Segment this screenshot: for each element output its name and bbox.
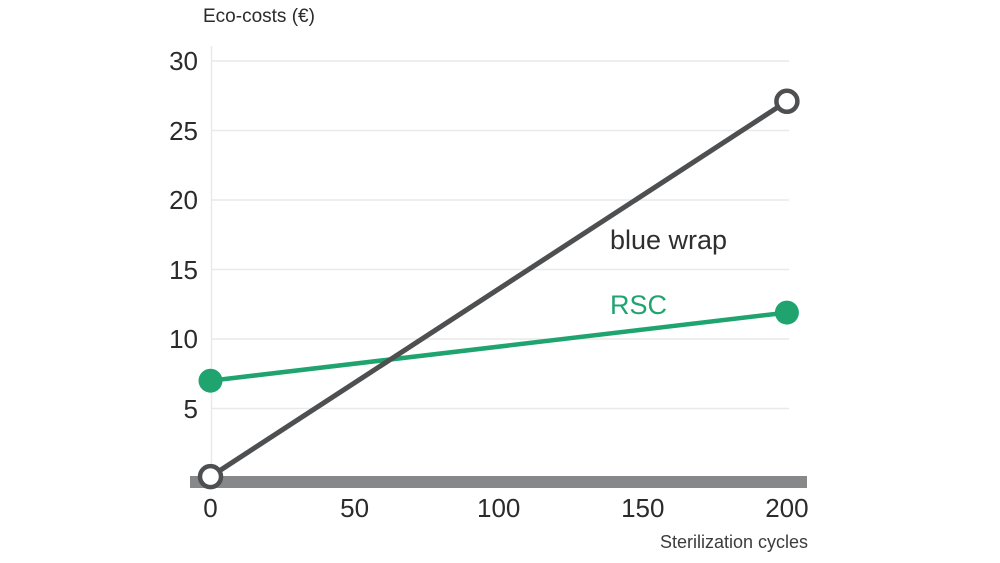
data-point-open-circle: [774, 88, 800, 115]
chart-title: Eco-costs (€): [203, 6, 315, 27]
x-axis-label: Sterilization cycles: [659, 532, 808, 552]
series-line-blue-wrap: [208, 98, 790, 480]
series-label-rsc: RSC: [610, 290, 668, 320]
x-tick-label: 200: [765, 493, 809, 523]
x-axis-bar: [190, 476, 807, 488]
data-point-open-circle: [197, 463, 224, 490]
x-tick-label: 100: [476, 493, 521, 523]
y-tick-label: 10: [169, 324, 198, 354]
y-tick-label: 20: [169, 185, 198, 215]
y-tick-label: 30: [169, 46, 198, 76]
x-tick-label: 150: [621, 493, 665, 523]
y-tick-label: 5: [183, 393, 198, 424]
y-tick-label: 25: [169, 115, 198, 146]
data-point-filled-circle: [774, 300, 799, 325]
y-tick-label: 15: [169, 254, 198, 285]
series-label-blue-wrap: blue wrap: [610, 225, 728, 255]
x-tick-label: 50: [340, 493, 370, 523]
series-line-RSC: [208, 310, 790, 383]
data-point-filled-circle: [198, 368, 223, 393]
x-tick-label: 0: [203, 493, 218, 523]
